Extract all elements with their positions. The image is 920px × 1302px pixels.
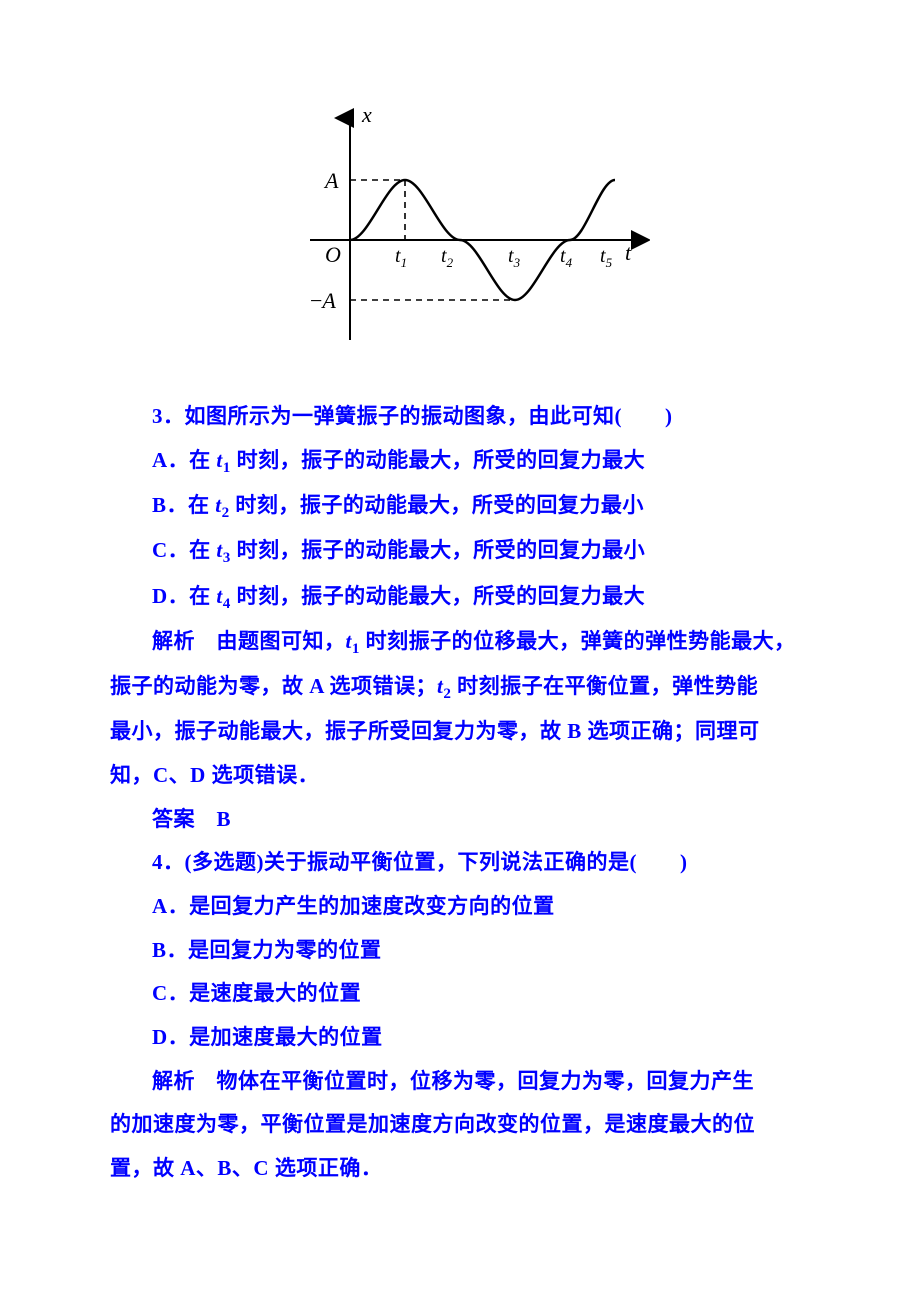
q3-stem: 3．如图所示为一弹簧振子的振动图象，由此可知( ): [0, 395, 920, 439]
figure-container: x t O A −A t1 t2 t3 t4 t5: [0, 100, 920, 365]
q3-option-d: D．在 t4 时刻，振子的动能最大，所受的回复力最大: [0, 575, 920, 620]
q3-option-a: A．在 t1 时刻，振子的动能最大，所受的回复力最大: [0, 439, 920, 484]
q4-option-b: B．是回复力为零的位置: [0, 929, 920, 973]
q4-explanation-line2: 的加速度为零，平衡位置是加速度方向改变的位置，是速度最大的位: [0, 1103, 920, 1147]
svg-text:t1: t1: [395, 245, 407, 270]
q3-explanation-line1: 解析 由题图可知，t1 时刻振子的位移最大，弹簧的弹性势能最大，: [0, 620, 920, 665]
x-axis-label: t: [625, 240, 632, 265]
svg-text:t3: t3: [508, 245, 521, 270]
q3-option-c: C．在 t3 时刻，振子的动能最大，所受的回复力最小: [0, 529, 920, 574]
q4-option-d: D．是加速度最大的位置: [0, 1016, 920, 1060]
q3-explanation-line2: 振子的动能为零，故 A 选项错误；t2 时刻振子在平衡位置，弹性势能: [0, 665, 920, 710]
q3-explanation-line3: 最小，振子动能最大，振子所受回复力为零，故 B 选项正确；同理可: [0, 710, 920, 754]
q4-stem: 4．(多选题)关于振动平衡位置，下列说法正确的是( ): [0, 841, 920, 885]
q4-explanation-line1: 解析 物体在平衡位置时，位移为零，回复力为零，回复力产生: [0, 1060, 920, 1104]
svg-text:t2: t2: [441, 245, 454, 270]
amplitude-label: A: [323, 168, 339, 193]
svg-text:t4: t4: [560, 245, 573, 270]
q3-answer: 答案 B: [0, 798, 920, 842]
neg-amplitude-label: −A: [310, 288, 336, 313]
tick-labels: t1 t2 t3 t4 t5: [395, 245, 613, 270]
page: x t O A −A t1 t2 t3 t4 t5 3．如图所示为一弹簧振子的振…: [0, 0, 920, 1271]
q3-option-b: B．在 t2 时刻，振子的动能最大，所受的回复力最小: [0, 484, 920, 529]
q4-option-a: A．是回复力产生的加速度改变方向的位置: [0, 885, 920, 929]
q3-explanation-line4: 知，C、D 选项错误．: [0, 754, 920, 798]
svg-text:t5: t5: [600, 245, 613, 270]
origin-label: O: [325, 242, 341, 267]
q4-option-c: C．是速度最大的位置: [0, 972, 920, 1016]
sine-graph: x t O A −A t1 t2 t3 t4 t5: [270, 100, 650, 360]
y-axis-label: x: [361, 102, 372, 127]
q4-explanation-line3: 置，故 A、B、C 选项正确．: [0, 1147, 920, 1191]
